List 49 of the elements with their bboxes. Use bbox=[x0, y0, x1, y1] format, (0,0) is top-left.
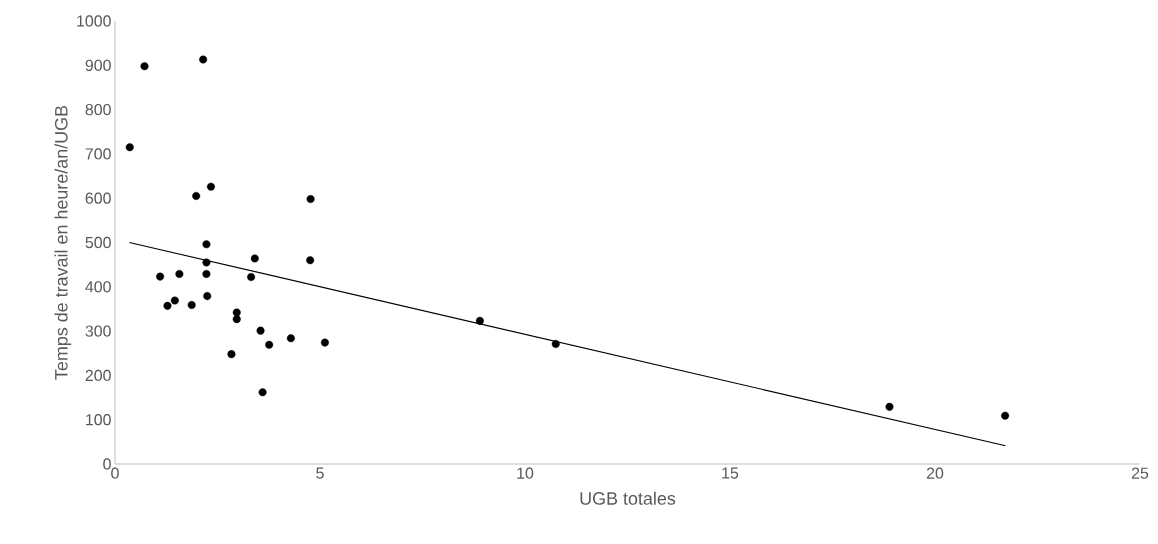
point bbox=[1001, 411, 1010, 420]
point bbox=[199, 55, 208, 64]
x-tick-label: 25 bbox=[1131, 467, 1149, 479]
x-tick-label: 10 bbox=[517, 467, 534, 479]
y-tick-label: 700 bbox=[85, 148, 111, 160]
point bbox=[175, 269, 184, 278]
point bbox=[286, 334, 295, 343]
y-tick-label: 0 bbox=[103, 458, 111, 470]
y-tick-label: 600 bbox=[85, 192, 111, 204]
point bbox=[203, 292, 212, 301]
point bbox=[125, 143, 134, 152]
y-tick-label: 200 bbox=[85, 369, 111, 382]
x-tick-label: 0 bbox=[111, 467, 119, 479]
point bbox=[232, 315, 241, 324]
point bbox=[475, 316, 484, 325]
point bbox=[156, 272, 165, 281]
point bbox=[202, 269, 211, 278]
point bbox=[256, 326, 265, 335]
x-tick-label: 5 bbox=[316, 467, 324, 479]
point bbox=[192, 192, 201, 200]
y-tick-label: 1000 bbox=[77, 15, 111, 27]
y-tick-label: 900 bbox=[85, 59, 111, 71]
point bbox=[250, 254, 259, 263]
point bbox=[306, 195, 315, 204]
point bbox=[885, 402, 894, 411]
x-tick-label: 20 bbox=[926, 467, 944, 479]
y-tick-label: 500 bbox=[85, 236, 111, 249]
y-tick-label: 400 bbox=[85, 281, 111, 293]
point bbox=[202, 258, 211, 267]
y-tick-label: 100 bbox=[86, 414, 111, 426]
point bbox=[227, 350, 236, 359]
point bbox=[306, 256, 315, 265]
point bbox=[170, 296, 179, 305]
point bbox=[187, 300, 196, 309]
point bbox=[265, 340, 274, 349]
point bbox=[163, 301, 172, 310]
point bbox=[140, 62, 149, 71]
point bbox=[247, 273, 256, 282]
point bbox=[232, 308, 241, 317]
point bbox=[258, 388, 267, 397]
y-axis-title: Temps de travail en heure/an/UGB bbox=[54, 105, 72, 380]
x-tick-label: 15 bbox=[722, 467, 739, 479]
y-tick-label: 800 bbox=[85, 103, 111, 116]
point bbox=[551, 339, 560, 348]
point bbox=[206, 182, 215, 191]
x-axis-title: UGB totales bbox=[580, 491, 676, 505]
y-tick-label: 300 bbox=[85, 325, 111, 337]
point bbox=[202, 240, 211, 249]
point bbox=[320, 338, 329, 347]
